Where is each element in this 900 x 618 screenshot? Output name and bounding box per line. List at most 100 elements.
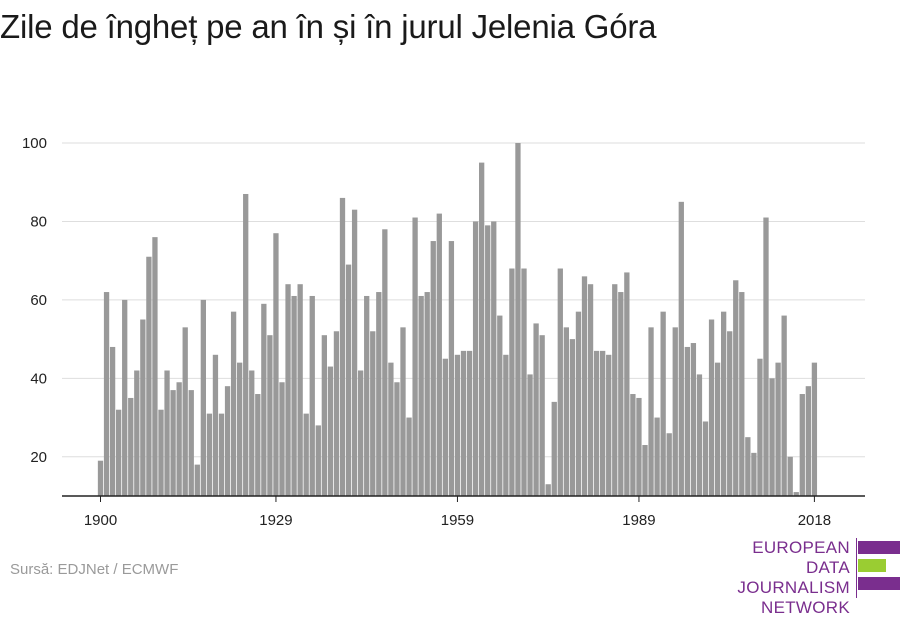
bar-1995: [672, 327, 678, 496]
bar-2001: [708, 319, 715, 496]
bar-1947: [382, 229, 388, 497]
bar-2015: [793, 492, 799, 496]
bar-1975: [551, 401, 557, 496]
bar-1992: [654, 417, 660, 496]
bar-2011: [769, 378, 775, 496]
x-tick-label: 1900: [84, 512, 117, 529]
logo-line-1: EUROPEAN: [752, 538, 850, 557]
bar-1913: [176, 382, 182, 496]
bar-1923: [237, 362, 243, 496]
bar-2010: [763, 217, 769, 496]
bar-1926: [255, 394, 261, 496]
bar-1920: [218, 413, 225, 496]
bar-1943: [358, 370, 364, 496]
bar-1956: [436, 213, 442, 496]
bar-1985: [612, 284, 618, 496]
bar-1954: [424, 292, 430, 496]
y-axis-ticks: 20 40 60 80 100: [22, 135, 47, 466]
bar-1948: [388, 362, 394, 496]
logo-bar-bottom: [858, 577, 900, 590]
bar-1958: [448, 241, 455, 496]
bar-1934: [303, 413, 309, 496]
bar-2007: [745, 437, 751, 496]
bar-1924: [243, 193, 249, 496]
bar-2017: [805, 386, 811, 496]
bar-1978: [569, 339, 576, 496]
bar-1998: [690, 343, 697, 496]
x-tick-label: 1989: [622, 512, 655, 529]
bar-1966: [497, 315, 503, 496]
bar-1965: [491, 221, 497, 496]
bar-1976: [557, 268, 563, 496]
bar-2003: [721, 311, 727, 496]
bar-1968: [509, 268, 515, 496]
bar-2009: [757, 358, 763, 496]
bar-1993: [660, 311, 666, 496]
bar-1942: [351, 209, 358, 496]
bar-1949: [394, 382, 400, 496]
bar-1927: [261, 303, 267, 496]
bar-1984: [606, 354, 612, 496]
bar-1951: [406, 417, 412, 496]
bar-chart: 20 40 60 80 100 1900 1929 1959 1989 2018: [22, 135, 865, 529]
bar-1917: [200, 299, 206, 496]
bar-1930: [279, 382, 285, 496]
bar-1916: [194, 464, 200, 496]
bar-1960: [460, 350, 467, 496]
bar-1979: [575, 311, 582, 496]
bar-1982: [593, 350, 600, 496]
bar-1994: [666, 433, 672, 496]
bar-1908: [146, 256, 152, 496]
bar-1910: [158, 409, 164, 496]
bar-1905: [128, 397, 134, 496]
bar-1906: [134, 370, 140, 496]
bar-1955: [430, 241, 436, 496]
edjnet-logo: EUROPEAN DATA JOURNALISM NETWORK: [700, 538, 900, 617]
bar-1937: [321, 335, 327, 496]
x-tick-label: 1959: [441, 512, 474, 529]
y-tick-label: 100: [22, 135, 47, 152]
bar-1959: [454, 354, 461, 496]
bar-1907: [140, 319, 146, 496]
bar-1921: [224, 386, 231, 496]
bar-1944: [364, 295, 370, 496]
bar-2005: [733, 280, 739, 496]
logo-text: EUROPEAN DATA JOURNALISM NETWORK: [700, 538, 850, 618]
bar-1957: [442, 358, 448, 496]
bar-1967: [503, 354, 509, 496]
bar-1925: [249, 370, 255, 496]
bar-1961: [466, 350, 473, 496]
bar-1996: [678, 201, 684, 497]
bar-1904: [122, 299, 128, 496]
bars: [97, 143, 818, 497]
bar-1987: [624, 272, 630, 496]
bar-1974: [545, 484, 551, 496]
bar-1912: [170, 390, 176, 496]
bar-1991: [648, 327, 654, 496]
bar-1933: [297, 284, 303, 496]
bar-1918: [206, 413, 213, 496]
y-tick-label: 40: [30, 370, 47, 387]
logo-bar-top: [858, 541, 900, 554]
bar-1962: [472, 221, 479, 496]
y-tick-label: 60: [30, 292, 47, 309]
chart-title: Zile de îngheț pe an în și în jurul Jele…: [0, 8, 657, 45]
bar-1941: [345, 264, 352, 496]
bar-1922: [230, 311, 237, 496]
bar-2000: [702, 421, 709, 496]
bar-1950: [400, 327, 406, 496]
bar-1903: [116, 409, 122, 496]
logo-divider: [856, 538, 857, 598]
bar-2018: [811, 362, 818, 496]
bar-1964: [485, 225, 491, 496]
bar-1971: [527, 374, 533, 496]
bar-2004: [727, 331, 733, 496]
bar-1983: [600, 350, 606, 496]
bar-1901: [103, 292, 110, 496]
bar-2013: [781, 315, 787, 496]
bar-1999: [696, 374, 703, 496]
bar-1928: [267, 335, 273, 496]
y-tick-label: 20: [30, 449, 47, 466]
logo-line-3: NETWORK: [761, 598, 850, 617]
bar-1919: [212, 354, 219, 496]
